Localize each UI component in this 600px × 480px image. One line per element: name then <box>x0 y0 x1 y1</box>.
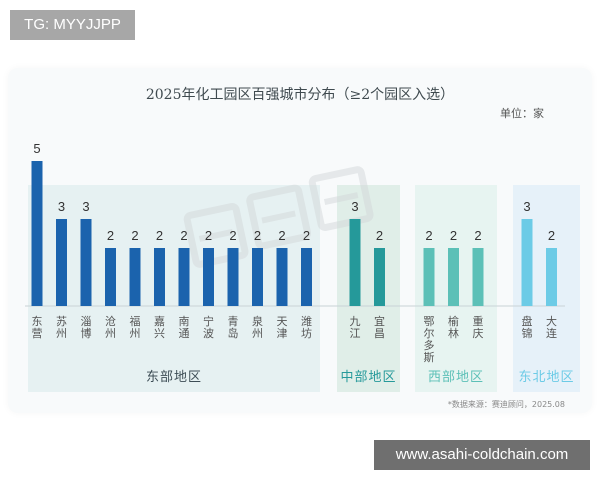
category-label: 青 <box>228 315 239 328</box>
category-label: 波 <box>203 327 214 340</box>
bar <box>227 248 239 306</box>
data-label: 2 <box>278 228 285 243</box>
category-label: 宁 <box>203 314 214 328</box>
website-badge: www.asahi-coldchain.com <box>374 440 590 470</box>
category-label: 斯 <box>424 351 435 364</box>
watermark-glyph <box>183 202 249 268</box>
data-label: 2 <box>450 228 457 243</box>
data-label: 5 <box>33 141 40 156</box>
category-label: 营 <box>32 326 43 340</box>
bar <box>521 219 533 306</box>
category-label: 津 <box>277 327 288 340</box>
category-label: 福 <box>130 314 141 328</box>
bar <box>252 248 263 306</box>
category-label: 苏 <box>56 315 67 328</box>
chart-title: 2025年化工园区百强城市分布（≥2个园区入选） <box>146 86 454 103</box>
bar <box>129 248 141 306</box>
data-label: 2 <box>474 228 481 243</box>
category-label: 盘 <box>522 314 533 328</box>
category-label: 兴 <box>154 327 165 340</box>
category-label: 州 <box>252 327 263 340</box>
category-label: 通 <box>179 327 190 340</box>
source-note: *数据来源：赛迪顾问，2025.08 <box>448 399 565 409</box>
watermark-glyph <box>308 166 374 231</box>
category-label: 嘉 <box>154 314 165 328</box>
bar <box>203 248 214 306</box>
category-label: 州 <box>105 327 116 340</box>
category-label: 榆 <box>448 314 459 328</box>
category-label: 州 <box>56 327 67 340</box>
data-label: 2 <box>205 228 212 243</box>
data-label: 2 <box>107 228 114 243</box>
category-label: 大 <box>546 314 557 328</box>
bar <box>448 248 459 306</box>
data-label: 3 <box>82 199 89 214</box>
bar <box>56 219 67 306</box>
region-label: 西部地区 <box>428 370 484 385</box>
watermark-glyph <box>246 184 312 250</box>
region-label: 东北地区 <box>518 370 574 385</box>
bar <box>154 248 165 306</box>
data-label: 2 <box>229 228 236 243</box>
data-label: 2 <box>303 228 310 243</box>
watermark-stroke <box>323 192 359 206</box>
category-label: 宜 <box>374 314 385 328</box>
bar <box>472 248 484 306</box>
category-label: 泉 <box>252 314 263 328</box>
category-label: 淄 <box>81 315 92 328</box>
category-label: 连 <box>546 327 557 340</box>
category-label: 尔 <box>424 327 435 340</box>
data-label: 3 <box>351 199 358 214</box>
category-label: 重 <box>473 314 484 328</box>
data-label: 2 <box>254 228 261 243</box>
category-label: 州 <box>130 327 141 340</box>
category-label: 鄂 <box>424 315 435 328</box>
category-label: 林 <box>448 326 459 340</box>
category-label: 庆 <box>473 326 484 340</box>
bar <box>423 248 435 306</box>
region-label: 中部地区 <box>340 370 396 385</box>
unit-label: 单位：家 <box>500 106 544 120</box>
bar <box>546 248 557 306</box>
category-label: 坊 <box>301 326 312 340</box>
data-label: 2 <box>548 228 555 243</box>
data-label: 3 <box>58 199 65 214</box>
category-label: 沧 <box>105 314 116 328</box>
bar <box>80 219 92 306</box>
data-label: 2 <box>131 228 138 243</box>
watermark-stroke <box>198 228 234 242</box>
data-label: 2 <box>376 228 383 243</box>
category-label: 岛 <box>228 326 239 340</box>
category-label: 九 <box>350 315 361 328</box>
category-label: 博 <box>81 327 92 340</box>
bar <box>301 248 312 306</box>
bar <box>349 219 361 306</box>
category-label: 江 <box>350 327 361 340</box>
data-label: 2 <box>425 228 432 243</box>
bar <box>105 248 116 306</box>
region-label: 东部地区 <box>146 370 202 385</box>
bar <box>178 248 190 306</box>
category-label: 天 <box>277 315 288 328</box>
channel-badge: TG: MYYJJPP <box>10 10 135 40</box>
watermark-logo <box>183 166 374 268</box>
bar <box>374 248 385 306</box>
category-label: 锦 <box>522 326 533 340</box>
category-label: 南 <box>179 315 190 328</box>
data-label: 2 <box>156 228 163 243</box>
category-label: 潍 <box>301 315 312 328</box>
bar <box>276 248 288 306</box>
data-label: 3 <box>523 199 530 214</box>
category-label: 多 <box>424 338 435 352</box>
category-label: 昌 <box>374 327 385 340</box>
data-label: 2 <box>180 228 187 243</box>
category-label: 东 <box>32 315 43 328</box>
watermark-stroke <box>261 210 296 224</box>
bar <box>31 161 43 306</box>
